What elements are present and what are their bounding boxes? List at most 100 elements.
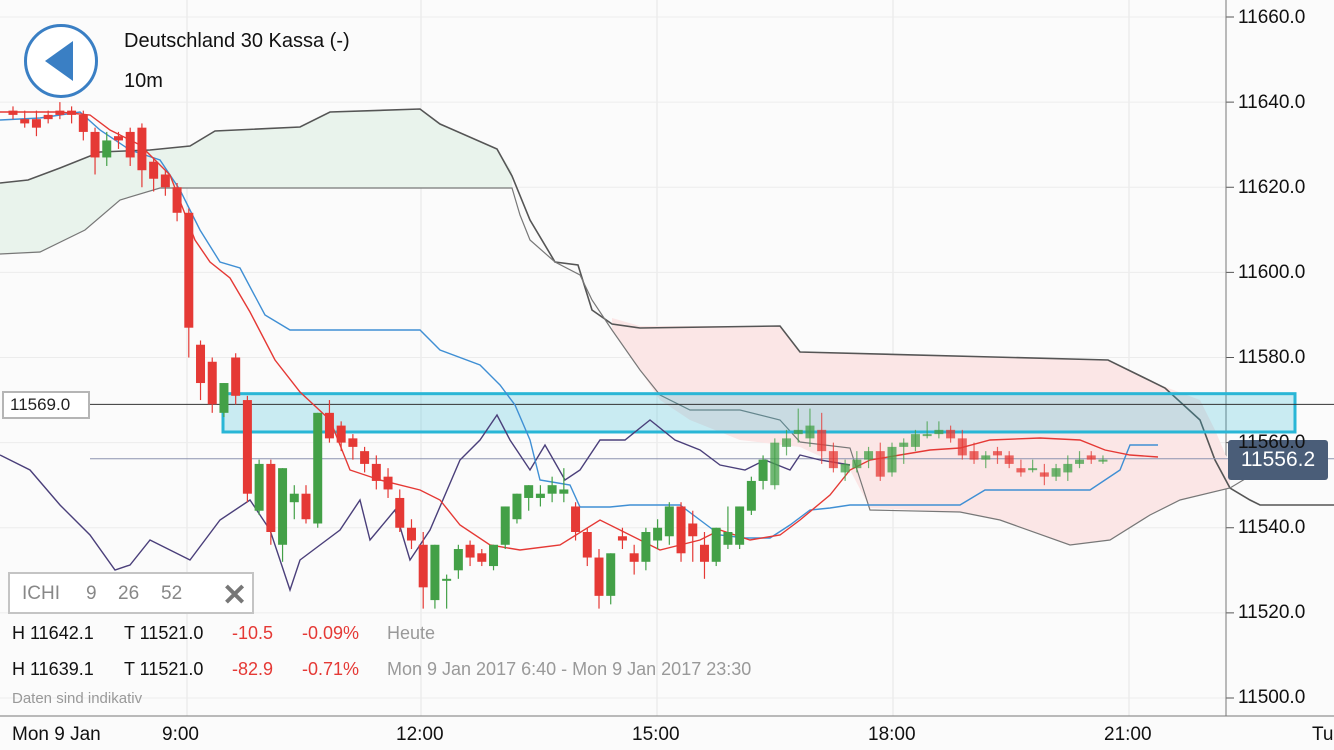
indicator-legend[interactable]: ICHI 9 26 52 ✕ [8, 572, 254, 614]
candle-body [102, 140, 112, 158]
close-icon[interactable]: ✕ [222, 579, 248, 612]
candle-body [1004, 455, 1014, 464]
x-tick-label: Tu [1312, 724, 1334, 745]
y-tick-label: 11620.0 [1238, 177, 1306, 198]
candle-body [899, 442, 909, 447]
y-tick-label: 11580.0 [1238, 347, 1306, 368]
x-tick-label: 15:00 [632, 724, 680, 745]
candle-body [711, 527, 721, 562]
candle-body [383, 476, 393, 490]
candle-body [254, 463, 264, 511]
candle-body [910, 434, 920, 447]
candle-body [242, 400, 252, 494]
candle-body [43, 114, 53, 120]
chikou-span-line [0, 413, 851, 593]
candle-body [289, 493, 299, 503]
candle-body [1028, 468, 1038, 471]
x-tick-label: 12:00 [396, 724, 444, 745]
candle-body [746, 480, 756, 511]
stat-change-pct: -0.71% [302, 659, 360, 679]
candle-body [875, 451, 885, 477]
candle-body [442, 578, 452, 581]
candle-body [641, 532, 651, 562]
stat-change: -82.9 [232, 659, 274, 679]
y-tick-label: 11600.0 [1238, 262, 1306, 283]
x-tick-label: Mon 9 Jan [12, 724, 101, 745]
candle-body [149, 161, 159, 179]
candle-body [723, 532, 733, 545]
candle-body [301, 493, 311, 520]
candle-body [676, 506, 686, 554]
stat-high: H 11642.1 [12, 623, 94, 643]
level-price-tag: 11569.0 [2, 391, 90, 419]
candle-body [805, 425, 815, 439]
indicator-param-3: 52 [161, 583, 183, 604]
x-tick-label: 9:00 [162, 724, 199, 745]
current-price-tag: 11556.2 [1228, 440, 1328, 480]
candle-body [371, 463, 381, 481]
stat-low: T 11521.0 [124, 659, 204, 679]
candle-body [184, 212, 194, 328]
candle-body [981, 455, 991, 460]
candle-body [278, 468, 288, 545]
candle-body [360, 451, 370, 464]
candle-body [1063, 463, 1073, 473]
candle-body [828, 451, 838, 469]
candle-body [770, 442, 780, 486]
candle-body [266, 463, 276, 533]
candle-body [524, 485, 534, 498]
candle-body [946, 429, 956, 439]
y-tick-label: 11640.0 [1238, 92, 1306, 113]
candle-body [969, 451, 979, 460]
indicator-name: ICHI [22, 583, 60, 604]
y-tick-label: 11540.0 [1238, 517, 1306, 538]
candle-body [430, 544, 440, 601]
candle-body [418, 544, 428, 588]
candle-body [313, 412, 323, 524]
stat-change-pct: -0.09% [302, 623, 360, 643]
candle-body [219, 383, 229, 413]
candle-body [453, 549, 463, 571]
back-arrow-icon [45, 41, 73, 81]
tenkan-sen-line [0, 111, 1159, 551]
candle-body [922, 434, 932, 437]
candle-body [957, 438, 967, 456]
candle-body [1016, 468, 1026, 473]
disclaimer-note: Daten sind indikativ [12, 690, 143, 707]
candle-body [113, 136, 123, 141]
candle-body [78, 114, 88, 132]
y-tick-label: 11660.0 [1238, 7, 1306, 28]
timeframe-label[interactable]: 10m [124, 70, 163, 92]
candle-body [817, 429, 827, 452]
candle-body [160, 174, 170, 188]
indicator-param-1: 9 [86, 583, 97, 604]
candle-body [336, 425, 346, 443]
candle-body [735, 506, 745, 545]
back-button[interactable] [24, 24, 98, 98]
candle-body [512, 493, 522, 520]
x-tick-label: 21:00 [1104, 724, 1152, 745]
candle-body [172, 187, 182, 213]
candle-body [231, 357, 241, 396]
stat-change: -10.5 [232, 623, 274, 643]
candle-body [606, 553, 616, 596]
candle-body [992, 451, 1002, 456]
candle-body [547, 485, 557, 494]
candle-body [8, 110, 18, 115]
y-tick-label: 11560.0 [1238, 432, 1306, 453]
candle-body [1039, 472, 1049, 477]
candle-body [137, 127, 147, 171]
candle-body [207, 361, 217, 405]
stat-period: Mon 9 Jan 2017 6:40 - Mon 9 Jan 2017 23:… [387, 659, 752, 679]
candle-body [699, 544, 709, 562]
candle-body [688, 523, 698, 537]
stat-low: T 11521.0 [124, 623, 204, 643]
candle-body [617, 536, 627, 541]
candle-body [653, 527, 663, 541]
candle-body [20, 119, 30, 124]
candle-body [582, 532, 592, 558]
candle-body [55, 110, 65, 115]
candle-body [31, 119, 41, 128]
